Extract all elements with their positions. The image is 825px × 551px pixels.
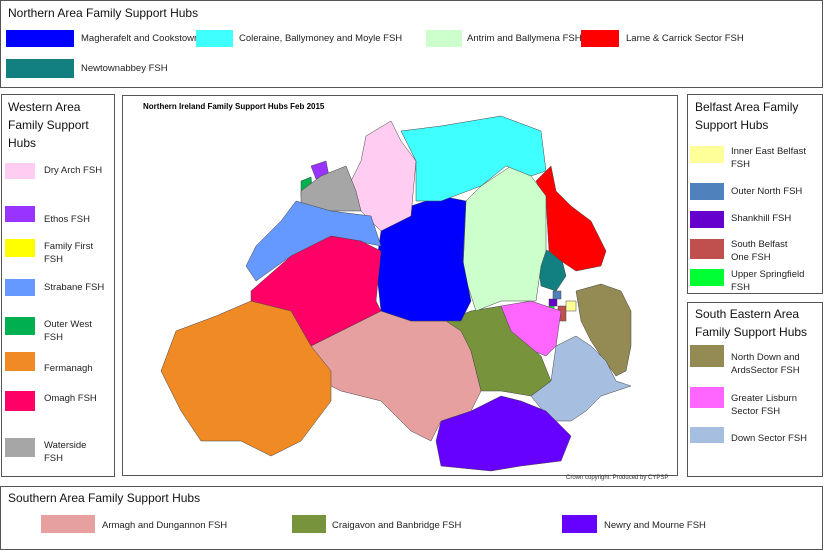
legend-label: Inner East Belfast FSH [731, 146, 806, 170]
south-eastern-panel: South Eastern Area Family Support Hubs N… [687, 302, 823, 477]
legend-label: Newtownabbey FSH [81, 63, 168, 74]
legend-swatch [41, 515, 95, 533]
map-region [245, 200, 382, 282]
map-region [400, 115, 547, 202]
map-region [565, 300, 577, 312]
legend-label: Down Sector FSH [731, 433, 808, 444]
map: Northern Ireland Family Support Hubs Feb… [143, 102, 632, 472]
legend-label: Ethos FSH [44, 214, 90, 225]
legend-label: Family First FSH [44, 241, 94, 265]
map-region [575, 283, 632, 377]
panel-title: Southern Area Family Support Hubs [8, 491, 201, 505]
legend-label: Strabane FSH [44, 282, 105, 293]
legend-label: Magherafelt and Cookstown [81, 33, 200, 44]
northern-panel: Northern Area Family Support Hubs Magher… [0, 0, 823, 88]
legend-label: South Belfast One FSH [731, 239, 788, 263]
legend-swatch [5, 279, 35, 296]
legend-label: Fermanagh [44, 363, 93, 374]
legend-label: Coleraine, Ballymoney and Moyle FSH [239, 33, 403, 44]
legend-label: Craigavon and Banbridge FSH [332, 520, 462, 531]
legend-label: Larne & Carrick Sector FSH [626, 33, 744, 44]
legend-swatch [426, 30, 462, 47]
legend-swatch [690, 269, 724, 286]
legend-swatch [690, 387, 724, 408]
legend-swatch [5, 206, 35, 222]
legend-label: Greater Lisburn Sector FSH [731, 393, 798, 417]
map-region [300, 165, 362, 212]
legend-label: Outer West FSH [44, 319, 92, 343]
legend-label: Newry and Mourne FSH [604, 520, 706, 531]
legend-label: Antrim and Ballymena FSH [467, 33, 582, 44]
legend-swatch [690, 345, 724, 367]
map-region [350, 120, 417, 232]
map-title: Northern Ireland Family Support Hubs Feb… [143, 102, 325, 111]
panel-title: Belfast Area Family Support Hubs [695, 100, 799, 132]
legend-swatch [5, 391, 35, 411]
legend-label: Shankhill FSH [731, 213, 792, 224]
legend-swatch [5, 239, 35, 257]
map-credit: Crown copyright: Produced by CYPSP [566, 475, 669, 481]
legend-swatch [6, 59, 74, 78]
legend-swatch [562, 515, 597, 533]
legend-swatch [5, 438, 35, 457]
legend-swatch [5, 317, 35, 335]
legend-label: Waterside FSH [44, 440, 87, 464]
legend-label: Armagh and Dungannon FSH [102, 520, 228, 531]
panel-title: Northern Area Family Support Hubs [8, 6, 199, 20]
legend-swatch [690, 427, 724, 443]
legend-swatch [690, 211, 724, 228]
map-region [160, 300, 332, 457]
legend-swatch [6, 30, 74, 47]
legend-swatch [292, 515, 326, 533]
belfast-panel: Belfast Area Family Support Hubs Inner E… [687, 94, 823, 294]
legend-swatch [581, 30, 619, 47]
legend-label: North Down and ArdsSector FSH [731, 352, 800, 376]
southern-panel: Southern Area Family Support Hubs Armagh… [0, 486, 823, 550]
legend-swatch [196, 30, 233, 47]
legend-label: Omagh FSH [44, 393, 97, 404]
panel-title: Western Area Family Support Hubs [8, 100, 89, 150]
map-region [535, 165, 607, 272]
map-region [552, 290, 562, 300]
legend-swatch [690, 146, 724, 163]
legend-swatch [690, 183, 724, 200]
western-panel: Western Area Family Support Hubs Dry Arc… [1, 94, 115, 477]
legend-label: Dry Arch FSH [44, 165, 103, 176]
map-region [548, 298, 558, 307]
map-region [462, 165, 547, 312]
map-region [435, 395, 572, 472]
legend-swatch [690, 239, 724, 259]
legend-swatch [5, 163, 35, 179]
legend-swatch [5, 352, 35, 371]
panel-title: South Eastern Area Family Support Hubs [695, 307, 808, 339]
map-frame: Northern Ireland Family Support Hubs Feb… [122, 95, 678, 476]
legend-label: Outer North FSH [731, 186, 803, 197]
legend-label: Upper Springfield FSH [731, 269, 805, 293]
